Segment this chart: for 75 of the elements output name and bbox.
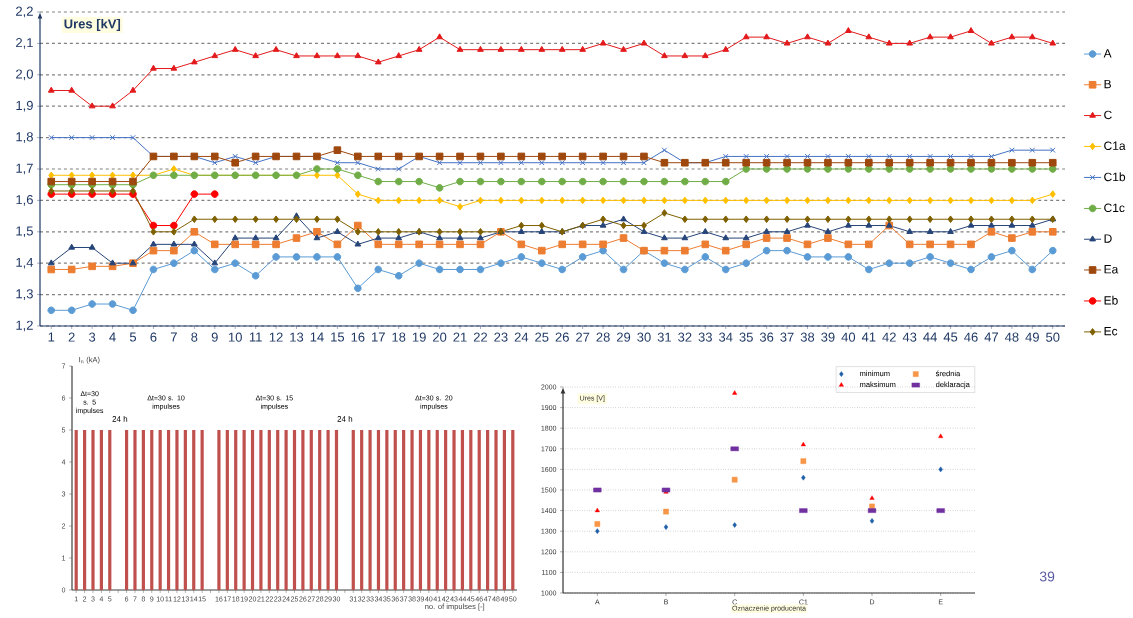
x-tick-label: 50: [1046, 332, 1060, 342]
y-tick-label: 1,2: [16, 320, 33, 332]
x-tick-label: 13: [290, 332, 304, 342]
y-tick-label: 1,3: [16, 289, 33, 300]
x-tick-label: 33: [698, 332, 712, 342]
x-tick-label: 32: [678, 332, 692, 342]
y-tick-label: 2,2: [16, 6, 33, 18]
x-tick-label: 14: [310, 332, 324, 342]
legend-label: Ea: [1104, 265, 1119, 274]
x-tick-label: 35: [739, 332, 753, 342]
y-tick-label: 2,1: [16, 38, 33, 49]
legend-label: Ec: [1104, 327, 1118, 336]
x-tick-label: 41: [861, 332, 876, 342]
legend-label: C1a: [1104, 141, 1126, 150]
legend-label: C1b: [1104, 172, 1126, 182]
x-tick-label: 7: [170, 332, 177, 342]
legend-label: C: [1104, 110, 1112, 120]
x-tick-label: 38: [800, 332, 815, 342]
x-tick-label: 26: [555, 332, 569, 342]
x-tick-label: 2: [68, 332, 75, 342]
legend-label: A: [1103, 49, 1112, 58]
x-tick-label: 23: [494, 332, 508, 342]
y-axis-title: Ures [kV]: [64, 18, 121, 32]
x-tick-label: 19: [412, 332, 426, 342]
x-tick-label: 3: [89, 332, 96, 342]
x-tick-label: 31: [657, 332, 671, 342]
y-tick-label: 1,7: [16, 163, 33, 175]
x-tick-label: 9: [211, 332, 218, 342]
x-tick-label: 4: [109, 332, 116, 342]
x-tick-label: 25: [535, 332, 549, 342]
legend-label: C1c: [1104, 203, 1125, 213]
x-tick-label: 37: [780, 332, 794, 342]
x-tick-label: 39: [821, 332, 835, 342]
x-tick-label: 24: [514, 332, 529, 342]
x-tick-label: 49: [1025, 332, 1039, 342]
legend-label: D: [1104, 234, 1112, 243]
x-tick-label: 40: [841, 332, 856, 342]
x-tick-label: 34: [719, 332, 733, 342]
x-tick-label: 21: [453, 332, 467, 342]
x-tick-label: 11: [249, 332, 262, 342]
x-tick-label: 44: [923, 332, 937, 342]
text: 39: [1039, 571, 1055, 582]
x-tick-label: 48: [1004, 332, 1019, 342]
x-tick-label: 45: [943, 332, 958, 342]
x-tick-label: 29: [616, 332, 631, 342]
x-tick-label: 5: [129, 332, 137, 342]
legend-label: B: [1104, 79, 1111, 89]
x-tick-label: 20: [433, 332, 447, 342]
x-tick-label: 28: [596, 332, 610, 342]
y-tick-label: 2,0: [16, 69, 33, 81]
x-tick-label: 1: [48, 332, 55, 342]
x-tick-label: 27: [576, 332, 590, 342]
x-tick-label: 6: [150, 332, 157, 342]
x-tick-label: 8: [191, 332, 198, 342]
x-tick-label: 47: [984, 332, 999, 342]
x-tick-label: 46: [964, 332, 978, 342]
y-tick-label: 1,9: [16, 100, 33, 112]
x-tick-label: 17: [372, 332, 385, 342]
annotation: 24 h: [337, 415, 353, 422]
x-tick-label: 36: [759, 332, 774, 342]
x-tick-label: 12: [269, 332, 283, 342]
x-tick-label: 30: [637, 332, 651, 342]
y-tick-label: 1,8: [16, 132, 33, 143]
legend-label: Eb: [1104, 295, 1118, 305]
x-tick-label: 15: [331, 332, 345, 342]
x-tick-label: 43: [902, 332, 917, 342]
x-tick-label: 10: [228, 332, 242, 342]
x-tick-label: 22: [473, 332, 488, 342]
y-tick-label: 1,4: [16, 257, 34, 269]
y-tick-label: 1,5: [16, 226, 33, 238]
x-tick-label: 16: [351, 332, 365, 342]
x-tick-label: 42: [882, 332, 896, 342]
annotation: 24 h: [112, 415, 128, 422]
y-tick-label: 1,6: [16, 195, 33, 206]
x-tick-label: 18: [392, 332, 406, 342]
